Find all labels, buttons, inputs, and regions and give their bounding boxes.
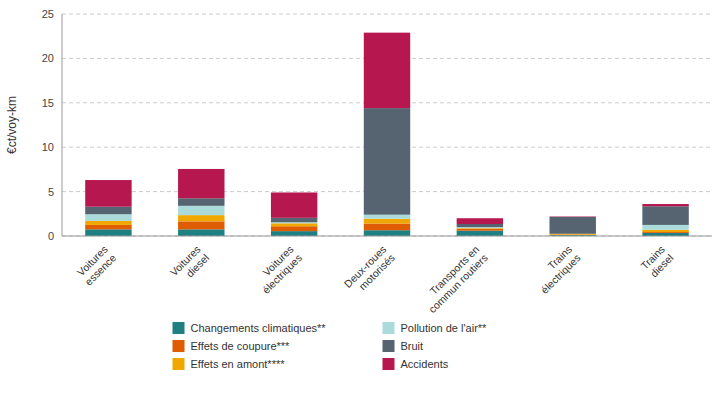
legend: Changements climatiques** Effets de coupu… [173, 322, 488, 370]
bar-segment [178, 215, 224, 221]
bar-segment [642, 230, 688, 232]
bar-segment [178, 169, 224, 198]
bar-segment [364, 108, 410, 215]
legend-label: Accidents [401, 358, 449, 370]
bar-segment [178, 198, 224, 206]
x-tick-label: Trainsélectriques [530, 243, 583, 296]
x-tick-label-line: essence [82, 251, 118, 287]
legend-label: Changements climatiques** [191, 322, 327, 334]
bar-segment [550, 216, 596, 217]
x-tick-label: Deux-rouesmotorisés [342, 243, 397, 298]
bar-segment [364, 224, 410, 231]
legend-label: Bruit [401, 340, 424, 352]
bar-segment [364, 33, 410, 108]
x-tick-label: Voituresdiesel [167, 243, 211, 287]
legend-swatch [173, 340, 185, 352]
legend-swatch [173, 322, 185, 334]
bar-segment [457, 227, 503, 228]
grid-line [62, 14, 712, 15]
bars [85, 33, 689, 236]
x-tick-label-line: commun routiers [426, 251, 490, 315]
bar-segment [457, 224, 503, 227]
x-tick-label: Voituresessence [74, 243, 119, 288]
y-tick-label: 25 [42, 8, 54, 20]
y-tick-label: 0 [48, 230, 54, 242]
bar-segment [85, 180, 131, 207]
bar-segment [642, 204, 688, 206]
bar-segment [457, 231, 503, 236]
legend-label: Effets en amont**** [191, 358, 286, 370]
x-tick-label: Trainsdiesel [638, 243, 675, 280]
chart: 0 5 10 15 20 25 €ct/voy-km Voituresessence Voitu… [0, 0, 725, 400]
bar-segment [178, 221, 224, 229]
bar-segment [85, 221, 131, 225]
legend-label: Pollution de l'air** [401, 322, 488, 334]
bar-segment [457, 218, 503, 224]
bar-segment [271, 226, 317, 231]
y-tick-label: 15 [42, 97, 54, 109]
x-tick-label-line: électriques [260, 251, 304, 295]
legend-swatch [383, 322, 395, 334]
bar-segment [178, 229, 224, 236]
bar-segment [364, 219, 410, 224]
bar-segment [364, 215, 410, 219]
bar-segment [550, 234, 596, 235]
bar-segment [178, 206, 224, 215]
x-tick-label-line: diesel [648, 251, 676, 279]
grid-line [62, 236, 712, 237]
y-tick-label: 10 [42, 141, 54, 153]
bar-segment [550, 217, 596, 234]
y-tick-label: 5 [48, 186, 54, 198]
bar-segment [642, 206, 688, 225]
bar-segment [271, 218, 317, 222]
bar-segment [85, 214, 131, 221]
y-axis-line [62, 14, 63, 236]
legend-swatch [383, 358, 395, 370]
legend-swatch [383, 340, 395, 352]
grid [62, 14, 712, 236]
bar-segment [364, 230, 410, 236]
legend-swatch [173, 358, 185, 370]
bar-segment [271, 222, 317, 223]
bar-segment [85, 207, 131, 215]
legend-label: Effets de coupure*** [191, 340, 291, 352]
x-tick-label: Voituresélectriques [251, 243, 304, 296]
x-axis-line [62, 236, 712, 237]
x-tick-label-line: électriques [538, 251, 582, 295]
x-tick-label-line: diesel [183, 251, 211, 279]
bar-segment [271, 192, 317, 217]
y-tick-label: 20 [42, 52, 54, 64]
bar-segment [85, 225, 131, 229]
x-tick-label-line: motorisés [356, 251, 397, 292]
y-axis-label: €ct/voy-km [5, 96, 19, 154]
x-tick-label: Transports encommun routiers [417, 243, 489, 315]
bar-segment [457, 229, 503, 231]
bar-segment [271, 231, 317, 236]
bar-segment [457, 228, 503, 230]
bar-segment [85, 229, 131, 236]
bar-segment [642, 225, 688, 230]
bar-segment [271, 223, 317, 226]
